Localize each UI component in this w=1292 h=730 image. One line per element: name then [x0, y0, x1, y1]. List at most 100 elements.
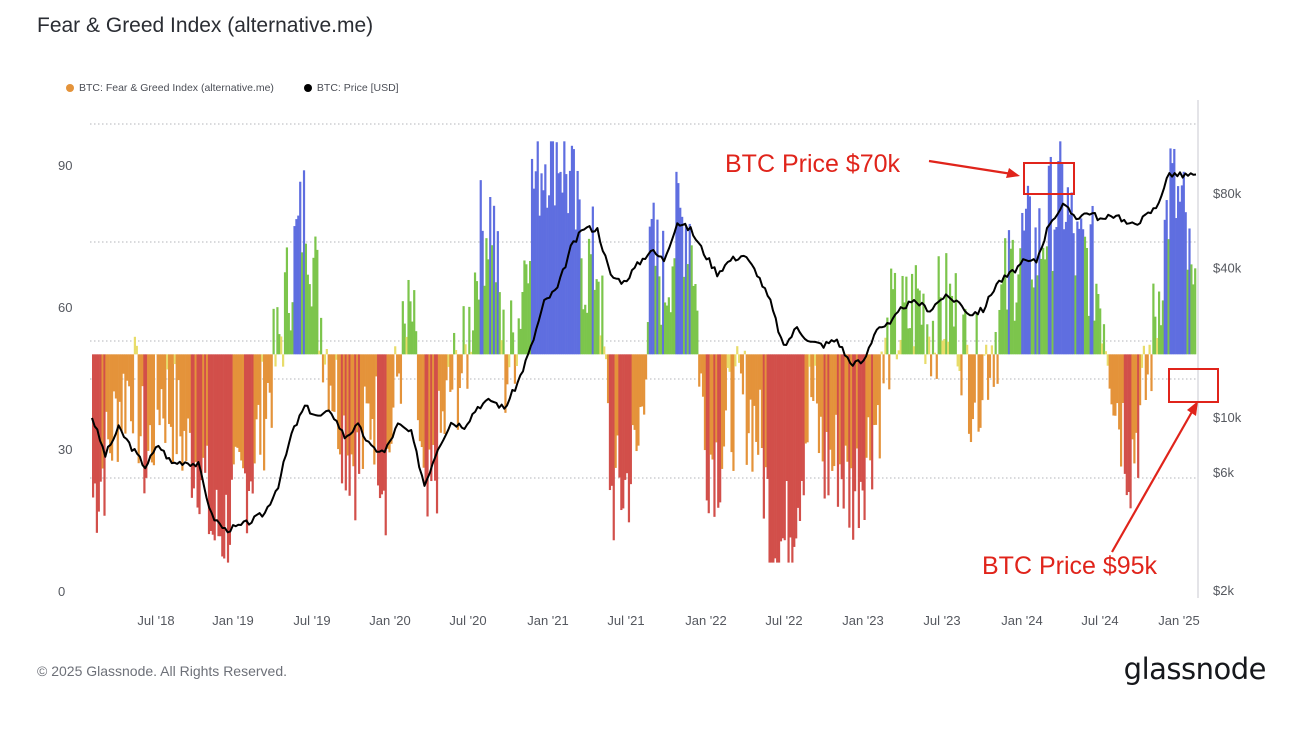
fear-greed-bar: [734, 354, 736, 366]
fear-greed-bar: [1067, 187, 1069, 354]
fear-greed-bar: [292, 302, 294, 354]
fear-greed-bar: [780, 354, 782, 541]
fear-greed-bar: [1109, 354, 1111, 388]
fear-greed-bar: [94, 354, 96, 483]
fear-greed-bar: [858, 354, 860, 528]
fear-greed-bar: [715, 354, 717, 442]
fear-greed-bar: [793, 354, 795, 547]
fear-greed-bar: [881, 352, 883, 355]
fear-greed-bar: [1164, 220, 1166, 355]
x-axis-tick: Jan '23: [842, 613, 884, 628]
fear-greed-bar: [635, 354, 637, 451]
fear-greed-bar: [765, 354, 767, 467]
fear-greed-bar: [482, 231, 484, 354]
fear-greed-bar: [1090, 224, 1092, 354]
fear-greed-bar: [844, 354, 846, 445]
fear-greed-bar: [278, 334, 280, 354]
fear-greed-bar: [333, 354, 335, 412]
fear-greed-bar: [939, 297, 941, 354]
fear-greed-bar: [767, 354, 769, 479]
fear-greed-bar: [105, 354, 107, 412]
fear-greed-bar: [898, 350, 900, 354]
fear-greed-bar: [1044, 259, 1046, 354]
fear-greed-bar: [582, 309, 584, 354]
x-axis-tick: Jul '22: [765, 613, 802, 628]
fear-greed-bar: [516, 354, 518, 366]
fear-greed-bar: [639, 354, 641, 407]
fear-greed-bar: [1008, 230, 1010, 354]
fear-greed-bar: [1025, 209, 1027, 355]
fear-greed-bar: [210, 354, 212, 531]
fear-greed-bar: [949, 284, 951, 355]
fear-greed-bar: [510, 300, 512, 354]
fear-greed-bar: [540, 173, 542, 354]
fear-greed-bar: [307, 275, 309, 355]
fear-greed-bar: [573, 149, 575, 354]
fear-greed-bar: [1105, 351, 1107, 354]
fear-greed-bar: [402, 301, 404, 354]
fear-greed-bar: [698, 354, 700, 386]
fear-greed-bar: [240, 354, 242, 460]
fear-greed-bar: [181, 354, 183, 470]
fear-greed-bar: [128, 354, 130, 386]
fear-greed-bar: [1101, 343, 1103, 354]
fear-greed-bar: [972, 354, 974, 419]
fear-greed-bar: [1156, 338, 1158, 354]
fear-greed-bar: [257, 354, 259, 405]
fear-greed-bar: [624, 354, 626, 480]
fear-greed-bar: [795, 354, 797, 538]
fear-greed-bar: [892, 289, 894, 354]
fear-greed-bar: [1150, 354, 1152, 391]
fear-greed-bar: [276, 307, 278, 354]
fear-greed-bar: [713, 354, 715, 517]
fear-greed-bar: [1099, 308, 1101, 354]
fear-greed-bar: [238, 354, 240, 452]
fear-greed-bar: [204, 354, 206, 473]
fear-greed-bar: [466, 354, 468, 388]
fear-greed-bar: [214, 354, 216, 540]
x-axis-tick: Jan '20: [369, 613, 411, 628]
fear-greed-bar: [273, 309, 275, 355]
fear-greed-bar: [960, 354, 962, 395]
fear-greed-bar: [476, 281, 478, 354]
fear-greed-bar: [366, 354, 368, 403]
fear-greed-bar: [643, 354, 645, 414]
fear-greed-bar: [1190, 264, 1192, 354]
fear-greed-bar: [487, 259, 489, 354]
fear-greed-bar: [865, 354, 867, 457]
fear-greed-bar: [502, 310, 504, 355]
fear-greed-bar: [763, 354, 765, 518]
fear-greed-bar: [592, 207, 594, 355]
fear-greed-bar: [812, 354, 814, 401]
fear-greed-bar: [455, 350, 457, 354]
fear-greed-bar: [442, 354, 444, 411]
fear-greed-bar: [702, 354, 704, 396]
fear-greed-bar: [1177, 186, 1179, 354]
fear-greed-bar: [269, 354, 271, 392]
fear-greed-bar: [860, 354, 862, 482]
fear-greed-bar: [1116, 354, 1118, 403]
fear-greed-bar: [212, 354, 214, 534]
fear-greed-bar: [917, 289, 919, 355]
fear-greed-bar: [381, 354, 383, 494]
arrowhead-70k-icon: [1006, 168, 1020, 178]
fear-greed-bar: [662, 231, 664, 355]
fear-greed-bar: [368, 354, 370, 403]
fear-greed-bar: [375, 354, 377, 376]
fear-greed-bar: [727, 354, 729, 368]
fear-greed-bar: [905, 277, 907, 355]
fear-greed-bar: [1055, 227, 1057, 354]
fear-greed-bar: [533, 189, 535, 355]
fear-greed-bar: [879, 354, 881, 458]
fear-greed-bar: [284, 272, 286, 354]
fear-greed-bar: [343, 354, 345, 415]
fear-greed-bar: [1012, 240, 1014, 354]
fear-greed-bar: [1118, 354, 1120, 429]
fear-greed-bar: [673, 258, 675, 354]
fear-greed-bar: [349, 354, 351, 495]
fear-greed-bar: [601, 276, 603, 355]
fear-greed-bar: [882, 354, 884, 383]
fear-greed-bar: [609, 354, 611, 490]
